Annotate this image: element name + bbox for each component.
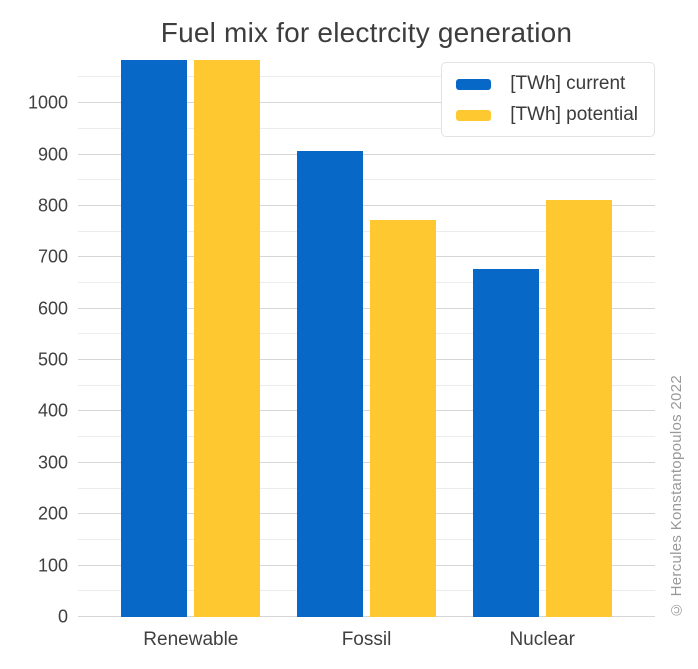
y-axis: 0 100 200 300 400 500 600 700 800 900 1000 (0, 60, 68, 627)
x-axis-label-nuclear: Nuclear (509, 629, 575, 650)
y-tick-label-1000: 1000 (27, 92, 68, 113)
y-tick-label-400: 400 (37, 400, 68, 421)
bar-fossil-potential (370, 220, 436, 617)
bar-renewable-current (121, 60, 188, 617)
legend-item-current[interactable]: [TWh] current (456, 73, 638, 95)
legend-label-current: [TWh] current (510, 73, 626, 94)
y-tick-label-500: 500 (37, 349, 68, 370)
watermark-text: © Hercules Konstantopoulos 2022 (668, 374, 685, 618)
y-tick-label-0: 0 (57, 606, 68, 627)
gridline-300 (78, 461, 655, 463)
legend-swatch-potential (456, 109, 492, 121)
y-tick-label-600: 600 (37, 298, 68, 319)
bar-fossil-current (297, 150, 363, 617)
gridline-650 (78, 282, 655, 284)
gridline-800 (78, 204, 655, 206)
gridline-750 (78, 230, 655, 232)
gridline-1000 (78, 102, 655, 104)
x-axis-label-fossil: Fossil (341, 629, 392, 650)
x-axis: Renewable Fossil Nuclear (78, 629, 655, 651)
bar-group-fossil (279, 60, 455, 617)
bar-nuclear-current (472, 269, 539, 617)
chart-title: Fuel mix for electrcity generation (160, 17, 573, 48)
gridline-200 (78, 513, 655, 515)
gridline-700 (78, 256, 655, 258)
gridline-400 (78, 410, 655, 412)
gridline-350 (78, 436, 655, 438)
gridline-250 (78, 487, 655, 489)
x-axis-label-renewable: Renewable (143, 629, 239, 650)
y-tick-label-300: 300 (37, 452, 68, 473)
gridline-100 (78, 564, 655, 566)
legend: [TWh] current [TWh] potential (441, 62, 655, 137)
gridline-600 (78, 307, 655, 309)
gridline-150 (78, 538, 655, 540)
legend-item-potential[interactable]: [TWh] potential (456, 104, 638, 126)
gridline-500 (78, 359, 655, 361)
bar-group-nuclear (454, 60, 630, 617)
y-tick-label-200: 200 (37, 503, 68, 524)
y-tick-label-900: 900 (37, 144, 68, 165)
legend-swatch-current (456, 78, 492, 90)
plot-area (78, 60, 655, 617)
gridline-0 (78, 616, 655, 617)
y-tick-label-800: 800 (37, 195, 68, 216)
bar-group-renewable (103, 60, 279, 617)
bars-row (78, 60, 655, 617)
y-tick-label-100: 100 (37, 555, 68, 576)
legend-label-potential: [TWh] potential (510, 104, 638, 125)
gridline-850 (78, 179, 655, 181)
bar-nuclear-potential (545, 199, 612, 617)
gridline-900 (78, 153, 655, 155)
gridline-950 (78, 127, 655, 129)
gridline-1050 (78, 76, 655, 78)
gridline-450 (78, 384, 655, 386)
y-tick-label-700: 700 (37, 246, 68, 267)
bar-renewable-potential (194, 60, 261, 617)
gridline-50 (78, 590, 655, 592)
gridline-550 (78, 333, 655, 335)
